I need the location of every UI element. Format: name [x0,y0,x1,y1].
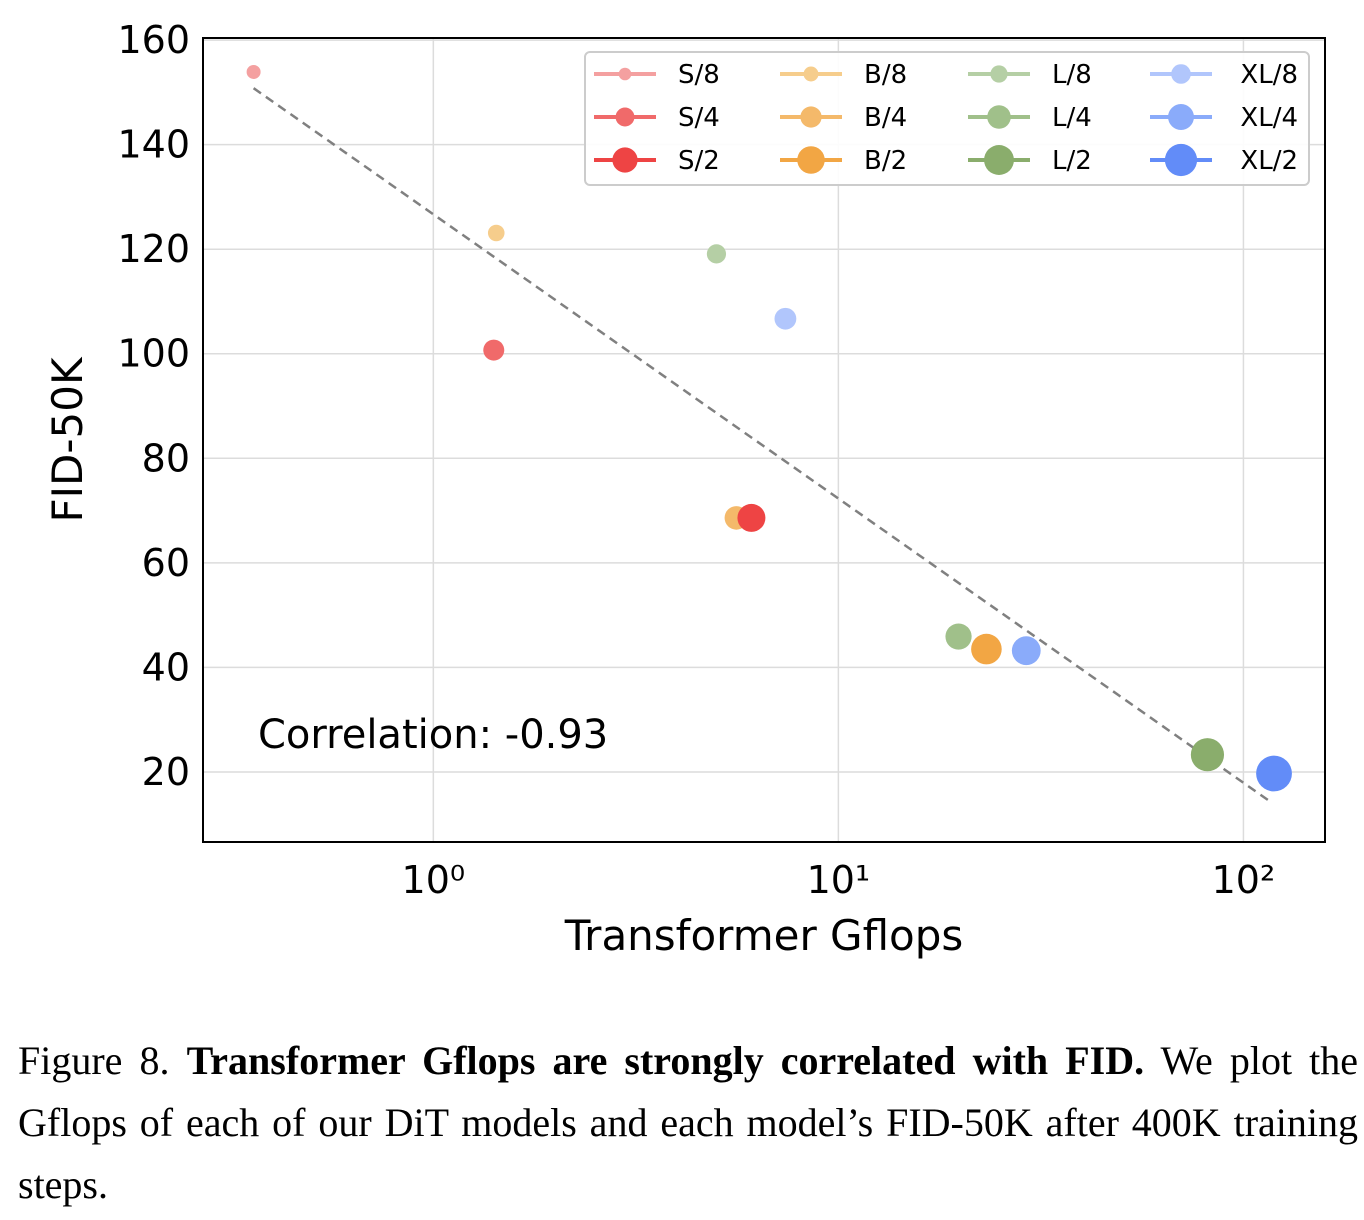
y-tick-label: 100 [117,332,190,376]
y-tick-label: 60 [142,541,190,585]
trend-line [252,87,1272,803]
point-b-2 [971,633,1002,665]
legend-item-l-8: L/8 [968,60,1092,90]
figure-caption: Figure 8. Transformer Gflops are strongl… [18,1030,1358,1216]
y-tick-label: 80 [142,436,190,480]
plot-frame [202,37,1326,843]
legend-label: L/8 [1052,60,1092,90]
legend-marker [615,107,635,127]
legend-label: XL/2 [1240,146,1298,176]
point-xl-4 [1011,636,1041,666]
caption-title: Transformer Gflops are strongly correlat… [186,1038,1145,1083]
legend-marker [803,66,819,82]
x-tick-label: 10¹ [807,858,871,902]
legend-label: S/2 [678,146,720,176]
legend-label: B/2 [864,146,907,176]
legend-label: L/4 [1052,103,1092,133]
trend-line-dashed [252,87,1272,803]
legend-item-s-8: S/8 [594,60,720,90]
legend-item-l-4: L/4 [968,103,1092,133]
scatter-chart: 10⁰ 10¹ 10² 20 40 60 80 100 120 140 160 Transform… [43,18,1326,960]
legend-marker [618,67,632,81]
legend-marker [987,105,1011,129]
y-axis-ticks: 20 40 60 80 100 120 140 160 [117,18,190,794]
legend-marker [1168,104,1194,130]
x-tick-label: 10² [1212,858,1276,902]
caption-text: We plot the Gflops of each of our DiT mo… [18,1038,1359,1207]
y-tick-label: 40 [142,645,190,689]
legend-label: B/8 [864,60,907,90]
caption-label: Figure 8. [18,1038,170,1083]
point-s-4 [483,339,505,361]
legend-item-xl-4: XL/4 [1150,103,1298,133]
point-xl-2 [1256,755,1292,792]
point-l-4 [945,623,972,650]
x-axis-label: Transformer Gflops [564,911,964,960]
legend-item-b-8: B/8 [780,60,907,90]
legend-marker [990,65,1008,83]
legend-item-b-2: B/2 [780,146,907,176]
legend: S/8 S/4 S/2 B/8 B/4 B/2 L/8 L/4 L/2 XL/8 XL/4 XL/2 [584,51,1310,186]
point-xl-8 [774,307,797,330]
legend-label: XL/8 [1240,60,1298,90]
y-tick-label: 120 [117,227,190,271]
legend-marker [797,146,825,174]
point-l-2 [1190,738,1225,772]
legend-label: XL/4 [1240,103,1298,133]
x-axis-ticks: 10⁰ 10¹ 10² [402,858,1276,902]
correlation-annotation: Correlation: -0.93 [258,712,608,758]
legend-item-xl-2: XL/2 [1150,143,1298,177]
legend-label: S/8 [678,60,720,90]
legend-item-l-2: L/2 [968,145,1092,176]
data-points [246,64,1292,792]
legend-label: B/4 [864,103,907,133]
point-l-8 [706,244,727,264]
x-tick-label: 10⁰ [402,858,466,902]
legend-marker [984,145,1014,175]
legend-item-s-2: S/2 [594,146,720,176]
legend-label: S/4 [678,103,720,133]
legend-label: L/2 [1052,146,1092,176]
legend-box [584,51,1310,186]
legend-item-b-4: B/4 [780,103,907,133]
y-tick-label: 20 [142,750,190,794]
y-tick-label: 140 [117,123,190,167]
point-b-8 [487,224,505,242]
y-tick-label: 160 [117,18,190,62]
legend-item-xl-8: XL/8 [1150,60,1298,90]
point-s-2 [737,503,766,532]
legend-marker [1164,143,1198,177]
legend-marker [800,106,822,128]
legend-marker [612,147,638,173]
legend-marker [1171,64,1191,84]
point-s-8 [246,64,261,79]
legend-item-s-4: S/4 [594,103,720,133]
y-axis-label: FID-50K [43,356,92,522]
